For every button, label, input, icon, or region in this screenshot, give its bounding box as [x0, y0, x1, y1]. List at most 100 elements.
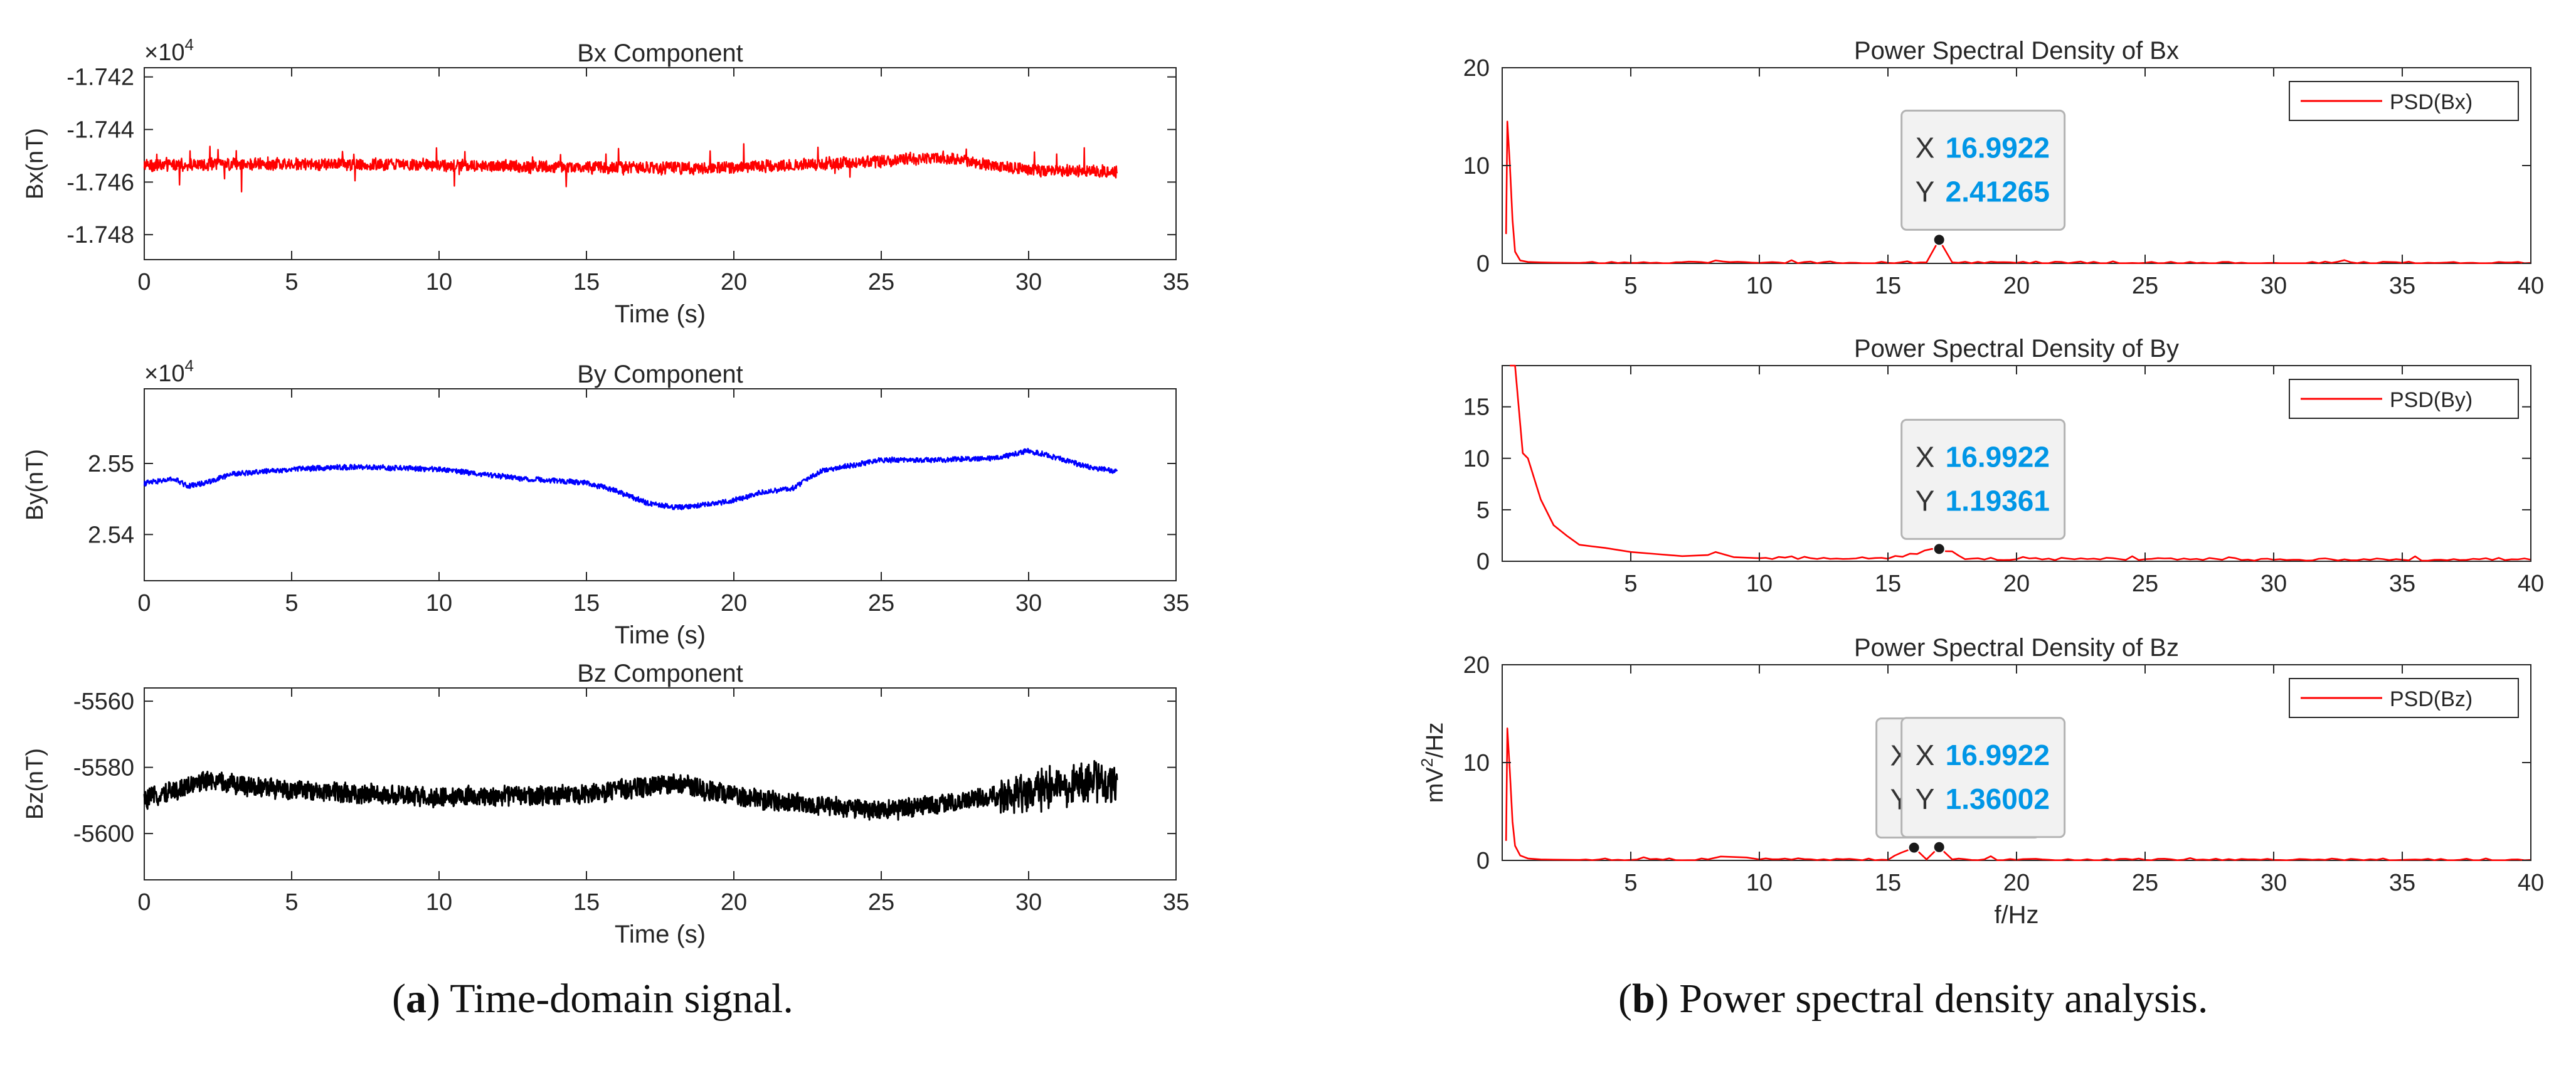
y-tick-label: -1.748 — [66, 222, 134, 248]
x-tick-label: 20 — [2003, 571, 2030, 597]
x-tick-label: 5 — [1624, 571, 1637, 597]
data-tip: X 16.9922 Y 1.36002 — [1900, 717, 2066, 854]
data-tip-y-value: 1.19361 — [1946, 484, 2050, 517]
x-tick-label: 35 — [1163, 269, 1189, 295]
signal-line — [143, 448, 1118, 510]
time-plot-3: 0 5 10 15 20 25 30 35 -5560 -5580 -5600 Bz Componen… — [22, 660, 1189, 948]
x-tick-label: 10 — [1746, 273, 1773, 299]
data-tip-box — [1900, 109, 2066, 231]
legend-label: PSD(By) — [2390, 388, 2473, 412]
exponent-label: ×104 — [144, 356, 194, 387]
data-tip-y-label: Y — [1916, 484, 1935, 517]
x-tick-label: 40 — [2518, 870, 2544, 896]
legend: PSD(Bx) — [2289, 81, 2519, 121]
y-tick-label: -1.744 — [66, 117, 134, 144]
caption-b: (b) Power spectral density analysis. — [1618, 976, 2208, 1022]
data-tip-marker — [1907, 841, 1921, 854]
y-tick-label: 2.54 — [88, 522, 134, 548]
plot-title: By Component — [577, 361, 743, 388]
x-tick-label: 20 — [2003, 273, 2030, 299]
x-axis-label: Time (s) — [615, 621, 706, 649]
x-tick-label: 5 — [1624, 870, 1637, 896]
signal-line — [143, 143, 1118, 193]
x-tick-label: 20 — [721, 590, 747, 616]
legend-box — [2289, 81, 2519, 121]
x-tick-label: 10 — [426, 889, 452, 916]
y-tick-label: 10 — [1463, 153, 1490, 179]
time-plot-2: 0 5 10 15 20 25 30 35 2.55 2.54 By Component Time (… — [22, 356, 1189, 649]
data-tip-x-label: X — [1916, 131, 1935, 164]
x-tick-label: 30 — [1015, 590, 1042, 616]
x-tick-label: 35 — [2389, 571, 2415, 597]
x-tick-label: 15 — [1875, 273, 1901, 299]
x-tick-label: 25 — [2132, 870, 2158, 896]
data-tip-marker — [1932, 840, 1946, 854]
caption-b-text: Power spectral density analysis. — [1668, 976, 2208, 1022]
x-tick-label: 5 — [285, 889, 298, 916]
x-axis-label: f/Hz — [1994, 901, 2038, 929]
y-tick-label: -1.746 — [66, 169, 134, 196]
plot-title: Bz Component — [577, 660, 743, 687]
x-tick-label: 25 — [868, 269, 894, 295]
x-tick-label: 35 — [1163, 590, 1189, 616]
y-axis-label: mV2/Hz — [1418, 722, 1448, 803]
y-tick-label: 0 — [1476, 549, 1490, 575]
y-tick-label: 20 — [1463, 652, 1490, 679]
data-tip-x-value: 16.9922 — [1946, 131, 2050, 164]
plot-title: Power Spectral Density of Bx — [1854, 37, 2179, 65]
x-tick-label: 0 — [137, 269, 151, 295]
data-tip-y-label: Y — [1916, 175, 1935, 208]
data-tip-y-value: 1.36002 — [1946, 783, 2050, 815]
y-tick-label: -5580 — [73, 755, 134, 781]
x-tick-label: 35 — [2389, 870, 2415, 896]
y-axis-label: Bx(nT) — [22, 128, 48, 199]
x-tick-label: 5 — [285, 590, 298, 616]
x-tick-label: 30 — [1015, 889, 1042, 916]
psd-plot-1: 5 10 15 20 25 30 35 40 0 10 20 Power Spectral Densi… — [1463, 37, 2544, 299]
x-tick-label: 25 — [2132, 571, 2158, 597]
x-tick-label: 10 — [426, 269, 452, 295]
x-tick-label: 25 — [2132, 273, 2158, 299]
psd-curve — [1510, 364, 2531, 562]
data-tip-y-label: Y — [1916, 783, 1935, 815]
data-tip-box — [1900, 717, 2066, 838]
psd-plot-3: 5 10 15 20 25 30 35 40 0 10 20 Power Spectral Densi… — [1418, 634, 2544, 929]
y-tick-label: 0 — [1476, 251, 1490, 277]
plot-title: Power Spectral Density of By — [1854, 335, 2179, 362]
data-tip-x-value: 16.9922 — [1946, 739, 2050, 771]
y-axis-label: By(nT) — [22, 449, 48, 521]
data-tip-box — [1900, 418, 2066, 540]
x-tick-label: 0 — [137, 590, 151, 616]
data-tip-marker — [1932, 233, 1946, 246]
exponent-label: ×104 — [144, 35, 194, 66]
x-axis-label: Time (s) — [615, 921, 706, 948]
y-tick-label: 10 — [1463, 750, 1490, 776]
x-tick-label: 25 — [868, 590, 894, 616]
psd-curve — [1505, 120, 2531, 265]
x-tick-label: 30 — [2261, 273, 2287, 299]
caption-a-text: Time-domain signal. — [440, 976, 793, 1022]
y-tick-label: 0 — [1476, 848, 1490, 874]
y-tick-label: -5600 — [73, 821, 134, 847]
x-tick-label: 25 — [868, 889, 894, 916]
x-tick-label: 15 — [573, 269, 600, 295]
y-tick-label: -5560 — [73, 689, 134, 715]
x-tick-label: 20 — [721, 269, 747, 295]
plot-title: Power Spectral Density of Bz — [1854, 634, 2179, 662]
data-tip-x-label: X — [1916, 739, 1935, 771]
y-tick-label: 5 — [1476, 497, 1490, 524]
x-tick-label: 30 — [1015, 269, 1042, 295]
legend-label: PSD(Bx) — [2390, 90, 2473, 114]
y-axis-label: Bz(nT) — [22, 748, 48, 820]
legend: PSD(Bz) — [2289, 678, 2519, 718]
x-tick-label: 30 — [2261, 870, 2287, 896]
y-tick-label: -1.742 — [66, 65, 134, 91]
data-tip: X 16.9922 Y 2.41265 — [1900, 109, 2066, 246]
x-tick-label: 35 — [1163, 889, 1189, 916]
y-tick-label: 10 — [1463, 446, 1490, 472]
signal-line — [143, 760, 1118, 821]
x-axis-label: Time (s) — [615, 300, 706, 328]
caption-a-tag: a — [405, 976, 427, 1022]
x-tick-label: 40 — [2518, 571, 2544, 597]
data-tip-marker — [1932, 542, 1946, 556]
